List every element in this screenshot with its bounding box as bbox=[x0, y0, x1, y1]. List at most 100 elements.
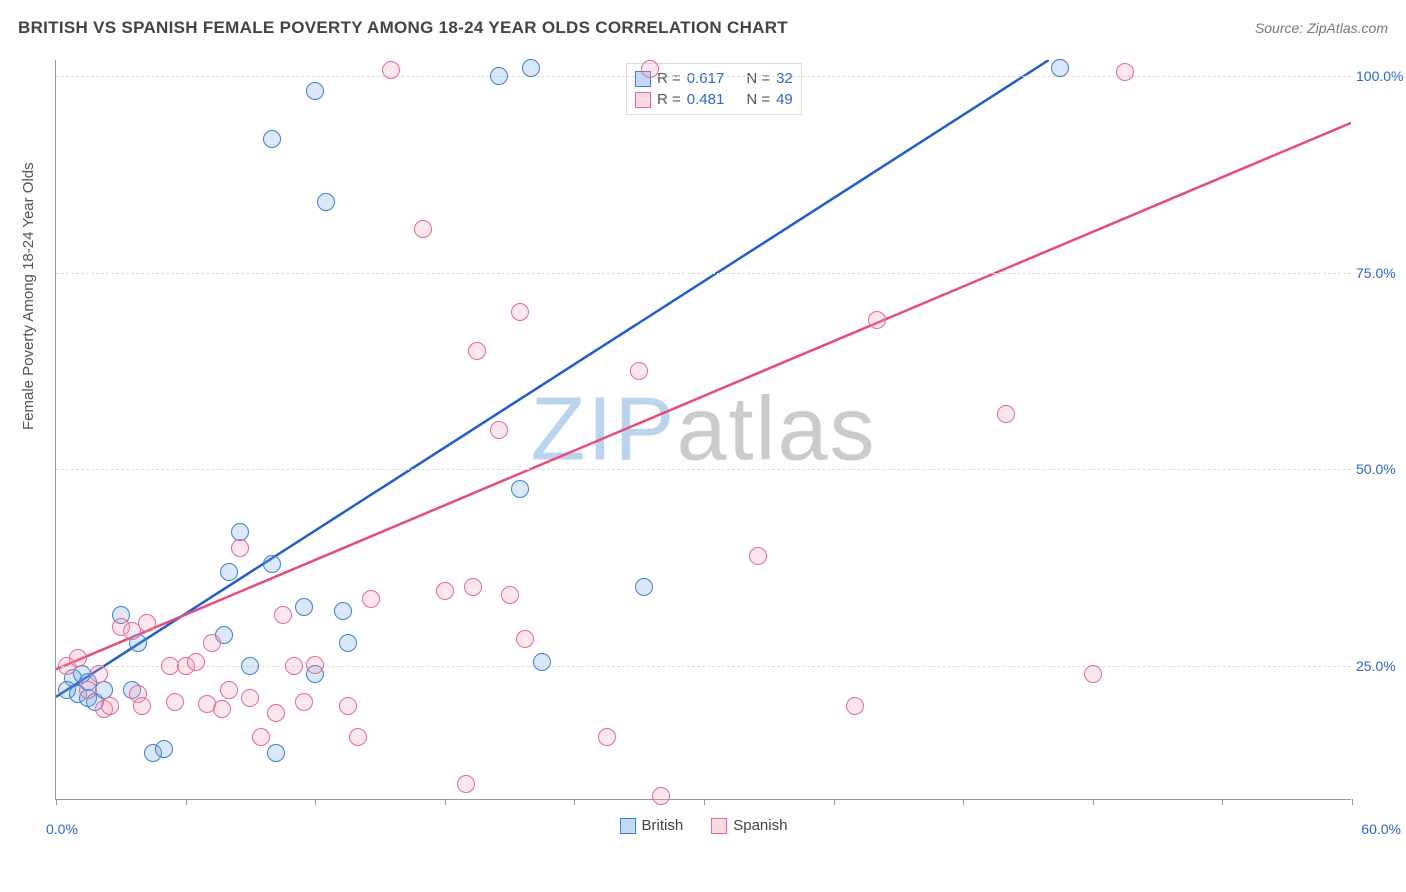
data-point bbox=[501, 586, 519, 604]
legend-r-label: R = bbox=[657, 70, 681, 87]
source-attribution: Source: ZipAtlas.com bbox=[1255, 20, 1388, 36]
data-point bbox=[1084, 665, 1102, 683]
data-point bbox=[468, 342, 486, 360]
legend-r-label: R = bbox=[657, 91, 681, 108]
data-point bbox=[295, 693, 313, 711]
data-point bbox=[630, 362, 648, 380]
x-tick bbox=[56, 799, 57, 805]
y-tick-label: 25.0% bbox=[1356, 658, 1406, 674]
data-point bbox=[464, 578, 482, 596]
data-point bbox=[635, 578, 653, 596]
data-point bbox=[511, 480, 529, 498]
series-legend: British Spanish bbox=[620, 817, 788, 834]
data-point bbox=[155, 740, 173, 758]
data-point bbox=[641, 60, 659, 78]
data-point bbox=[334, 602, 352, 620]
data-point bbox=[490, 67, 508, 85]
legend-n-label: N = bbox=[746, 91, 770, 108]
x-axis-max-label: 60.0% bbox=[1361, 821, 1401, 837]
legend-stat-row: R = 0.481 N = 49 bbox=[635, 89, 793, 110]
y-tick-label: 75.0% bbox=[1356, 265, 1406, 281]
legend-series-item: Spanish bbox=[711, 817, 787, 834]
gridline bbox=[56, 273, 1351, 274]
data-point bbox=[490, 421, 508, 439]
data-point bbox=[317, 193, 335, 211]
y-tick-label: 50.0% bbox=[1356, 461, 1406, 477]
data-point bbox=[868, 311, 886, 329]
x-tick bbox=[1352, 799, 1353, 805]
watermark-part-b: atlas bbox=[676, 379, 876, 479]
legend-r-value: 0.617 bbox=[687, 70, 725, 87]
data-point bbox=[133, 697, 151, 715]
data-point bbox=[252, 728, 270, 746]
x-tick bbox=[963, 799, 964, 805]
data-point bbox=[382, 61, 400, 79]
legend-n-value: 32 bbox=[776, 70, 793, 87]
data-point bbox=[295, 598, 313, 616]
y-tick-label: 100.0% bbox=[1356, 68, 1406, 84]
x-axis-min-label: 0.0% bbox=[46, 821, 78, 837]
gridline bbox=[56, 76, 1351, 77]
x-tick bbox=[1093, 799, 1094, 805]
data-point bbox=[90, 665, 108, 683]
data-point bbox=[213, 700, 231, 718]
legend-swatch-icon bbox=[620, 818, 636, 834]
data-point bbox=[997, 405, 1015, 423]
data-point bbox=[69, 649, 87, 667]
data-point bbox=[457, 775, 475, 793]
scatter-plot-area: ZIPatlas R =0.617N =32R =0.481N =49 Brit… bbox=[55, 60, 1351, 800]
legend-series-item: British bbox=[620, 817, 684, 834]
data-point bbox=[522, 59, 540, 77]
data-point bbox=[511, 303, 529, 321]
data-point bbox=[306, 82, 324, 100]
data-point bbox=[339, 697, 357, 715]
x-tick bbox=[186, 799, 187, 805]
data-point bbox=[846, 697, 864, 715]
data-point bbox=[187, 653, 205, 671]
data-point bbox=[241, 657, 259, 675]
data-point bbox=[339, 634, 357, 652]
y-axis-label: Female Poverty Among 18-24 Year Olds bbox=[20, 162, 37, 430]
data-point bbox=[598, 728, 616, 746]
data-point bbox=[166, 693, 184, 711]
legend-n-value: 49 bbox=[776, 91, 793, 108]
x-tick bbox=[704, 799, 705, 805]
data-point bbox=[203, 634, 221, 652]
data-point bbox=[1116, 63, 1134, 81]
data-point bbox=[285, 657, 303, 675]
data-point bbox=[274, 606, 292, 624]
data-point bbox=[652, 787, 670, 805]
x-tick bbox=[1222, 799, 1223, 805]
data-point bbox=[436, 582, 454, 600]
data-point bbox=[138, 614, 156, 632]
data-point bbox=[79, 681, 97, 699]
trend-line bbox=[56, 60, 1049, 697]
legend-n-label: N = bbox=[746, 70, 770, 87]
data-point bbox=[267, 704, 285, 722]
data-point bbox=[267, 744, 285, 762]
data-point bbox=[220, 563, 238, 581]
data-point bbox=[362, 590, 380, 608]
x-tick bbox=[315, 799, 316, 805]
legend-series-label: Spanish bbox=[733, 817, 787, 834]
legend-swatch-icon bbox=[711, 818, 727, 834]
x-tick bbox=[834, 799, 835, 805]
data-point bbox=[749, 547, 767, 565]
chart-title: BRITISH VS SPANISH FEMALE POVERTY AMONG … bbox=[18, 18, 788, 38]
data-point bbox=[533, 653, 551, 671]
data-point bbox=[263, 130, 281, 148]
legend-r-value: 0.481 bbox=[687, 91, 725, 108]
data-point bbox=[241, 689, 259, 707]
x-tick bbox=[574, 799, 575, 805]
data-point bbox=[414, 220, 432, 238]
data-point bbox=[516, 630, 534, 648]
gridline bbox=[56, 469, 1351, 470]
data-point bbox=[1051, 59, 1069, 77]
data-point bbox=[101, 697, 119, 715]
trend-line bbox=[56, 123, 1351, 669]
legend-series-label: British bbox=[642, 817, 684, 834]
data-point bbox=[220, 681, 238, 699]
legend-swatch-icon bbox=[635, 92, 651, 108]
data-point bbox=[306, 656, 324, 674]
data-point bbox=[349, 728, 367, 746]
